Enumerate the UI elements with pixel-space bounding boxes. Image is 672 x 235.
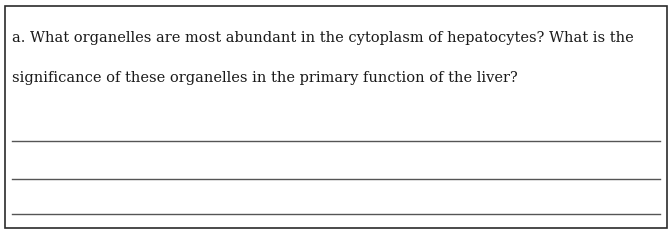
Text: significance of these organelles in the primary function of the liver?: significance of these organelles in the … bbox=[12, 70, 518, 85]
Text: a. What organelles are most abundant in the cytoplasm of hepatocytes? What is th: a. What organelles are most abundant in … bbox=[12, 31, 634, 45]
FancyBboxPatch shape bbox=[5, 6, 667, 228]
